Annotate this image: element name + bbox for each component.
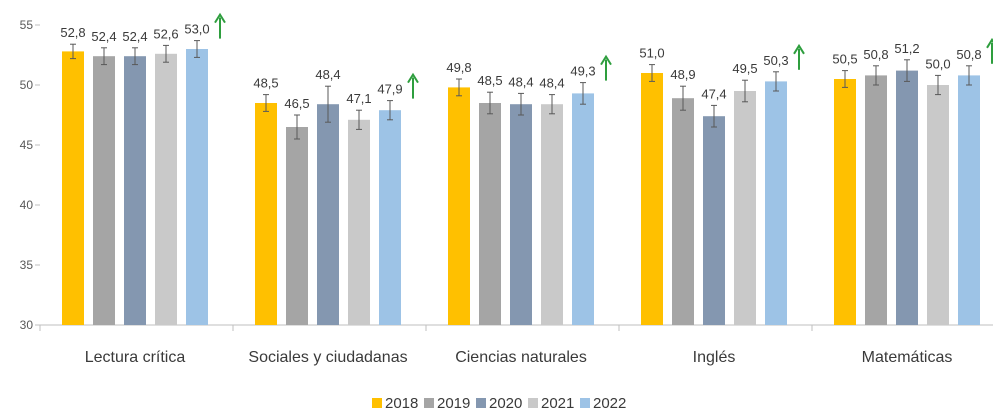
bar — [317, 104, 339, 325]
bar — [672, 98, 694, 325]
legend-swatch — [424, 398, 434, 408]
bar — [572, 93, 594, 326]
y-tick-label: 45 — [20, 138, 34, 152]
x-axis: Lectura crítica Sociales y ciudadanas Cien… — [39, 324, 993, 366]
category-label: Matemáticas — [862, 349, 953, 366]
bar — [348, 119, 370, 325]
bar — [834, 79, 856, 325]
data-label: 52,8 — [60, 25, 85, 40]
bar — [865, 75, 887, 326]
bar — [510, 104, 532, 325]
trend-arrow-head-icon — [986, 37, 993, 49]
data-label: 48,5 — [253, 76, 278, 91]
data-label: 52,4 — [91, 29, 116, 44]
y-axis: 30 35 40 45 50 55 — [20, 18, 40, 332]
bar — [927, 85, 949, 325]
data-label: 49,5 — [732, 61, 757, 76]
legend-swatch — [476, 398, 486, 408]
data-label: 50,3 — [763, 53, 788, 68]
legend-label: 2022 — [593, 395, 626, 412]
data-label: 52,6 — [153, 26, 178, 41]
legend-swatch — [528, 398, 538, 408]
legend-label: 2019 — [437, 395, 470, 412]
bar — [541, 104, 563, 325]
legend-swatch — [580, 398, 590, 408]
trend-arrow-head-icon — [407, 72, 419, 84]
bar — [703, 116, 725, 325]
data-label: 49,8 — [446, 60, 471, 75]
legend-label: 2021 — [541, 395, 574, 412]
bar — [62, 51, 84, 326]
bar — [765, 81, 787, 326]
legend-label: 2020 — [489, 395, 522, 412]
bar — [155, 53, 177, 326]
data-label: 48,4 — [508, 74, 533, 89]
legend-swatch — [372, 398, 382, 408]
data-label: 48,5 — [477, 73, 502, 88]
category-label: Sociales y ciudadanas — [248, 349, 407, 366]
data-labels-layer: 52,8 52,4 52,4 52,6 53,0 48,5 46,5 48,4 47,1 47,9… — [60, 22, 981, 111]
y-tick-label: 30 — [20, 318, 34, 332]
bar — [124, 56, 146, 325]
bar — [255, 103, 277, 325]
data-label: 48,9 — [670, 67, 695, 82]
trend-arrow-head-icon — [600, 54, 612, 66]
trend-arrow-head-icon — [214, 12, 226, 24]
category-label: Lectura crítica — [85, 349, 186, 366]
data-label: 50,0 — [925, 56, 950, 71]
data-label: 47,1 — [346, 91, 371, 106]
data-label: 50,8 — [956, 47, 981, 62]
bars-layer — [62, 49, 980, 326]
data-label: 51,2 — [894, 41, 919, 56]
data-label: 52,4 — [122, 29, 147, 44]
y-tick-label: 55 — [20, 18, 34, 32]
y-tick-label: 50 — [20, 78, 34, 92]
bar — [896, 70, 918, 325]
bar — [641, 73, 663, 325]
data-label: 49,3 — [570, 64, 595, 79]
y-tick-label: 40 — [20, 198, 34, 212]
data-label: 53,0 — [184, 22, 209, 37]
bar — [379, 110, 401, 325]
data-label: 48,4 — [315, 67, 340, 82]
data-label: 51,0 — [639, 46, 664, 61]
category-label: Ciencias naturales — [455, 349, 587, 366]
legend: 2018 2019 2020 2021 2022 — [372, 395, 626, 412]
error-bars-layer — [70, 40, 972, 140]
data-label: 47,9 — [377, 82, 402, 97]
data-label: 50,5 — [832, 52, 857, 67]
trend-arrow-head-icon — [793, 43, 805, 55]
category-label: Inglés — [693, 349, 736, 366]
bar — [286, 127, 308, 325]
data-label: 48,4 — [539, 76, 564, 91]
y-tick-label: 35 — [20, 258, 34, 272]
legend-label: 2018 — [385, 395, 418, 412]
bar — [734, 91, 756, 325]
data-label: 46,5 — [284, 96, 309, 111]
bar — [448, 87, 470, 326]
bar — [479, 103, 501, 325]
bar — [958, 75, 980, 326]
trend-arrows-layer — [214, 12, 993, 99]
data-label: 50,8 — [863, 47, 888, 62]
bar — [186, 49, 208, 325]
data-label: 47,4 — [701, 86, 726, 101]
bar — [93, 56, 115, 325]
